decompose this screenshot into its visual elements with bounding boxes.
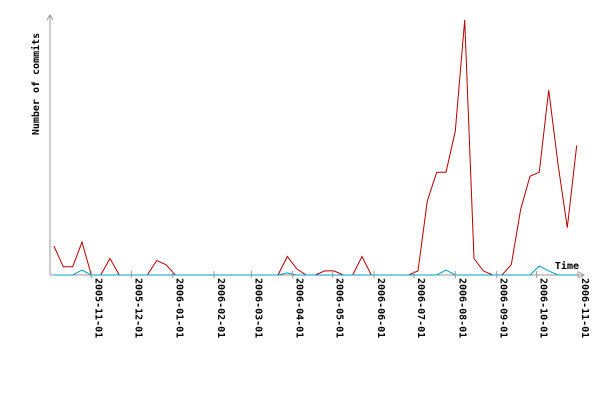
y-axis-label: Number of commits: [30, 33, 42, 135]
ticks-layer: 2005-11-01 2005-12-01 2006-01-01 2006-02-01…: [90, 271, 590, 338]
x-tick-label: 2005-11-01: [92, 278, 103, 338]
x-tick-label: 2006-01-01: [174, 278, 185, 338]
series-1-line: [53, 19, 578, 276]
x-tick-label: 2006-02-01: [215, 278, 226, 338]
x-tick-label: 2006-05-01: [334, 278, 345, 338]
x-tick-label: 2006-09-01: [498, 278, 509, 338]
x-axis-label: Time: [555, 260, 579, 272]
x-tick-label: 2006-07-01: [415, 278, 426, 338]
x-tick-label: 2006-04-01: [294, 278, 305, 338]
x-tick-label: 2006-08-01: [456, 278, 467, 338]
x-tick-label: 2006-06-01: [375, 278, 386, 338]
x-tick-label: 2006-11-01: [579, 278, 590, 338]
x-tick-label: 2006-10-01: [538, 278, 549, 338]
series-layer: [53, 19, 578, 276]
x-tick-label: 2005-12-01: [132, 278, 143, 338]
x-tick-label: 2006-03-01: [252, 278, 263, 338]
y-axis-arrow: [46, 14, 54, 21]
series-2-line: [54, 265, 577, 276]
axes: [46, 14, 585, 279]
x-axis-arrow: [578, 271, 585, 279]
